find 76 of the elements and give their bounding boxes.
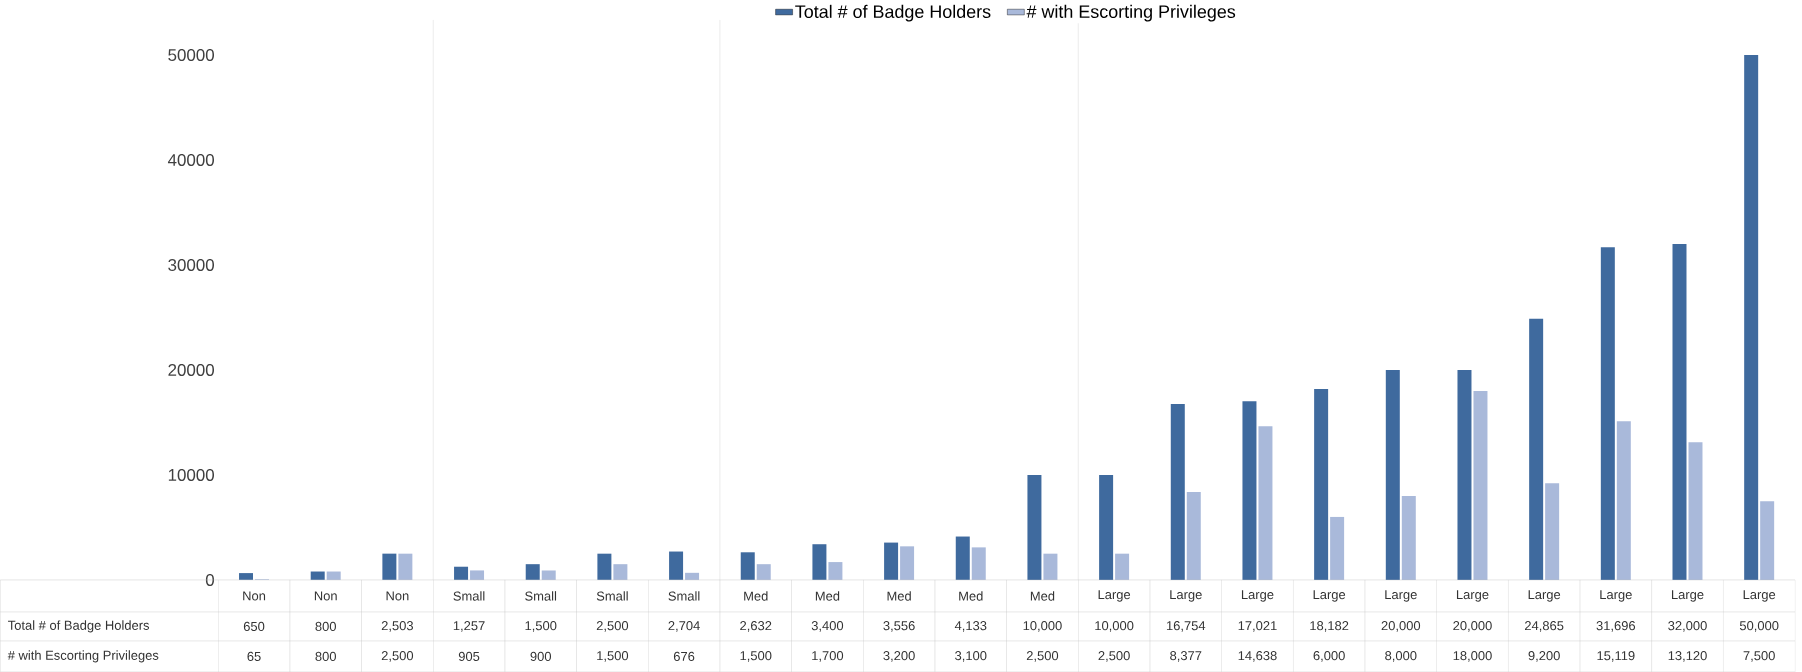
y-tick-label: 50000 <box>168 48 215 61</box>
data-label: 3,556 <box>883 621 915 632</box>
x-tick-label: Large <box>1671 590 1704 602</box>
x-tick-label: Large <box>1528 590 1561 602</box>
x-tick-label: Non <box>243 591 266 601</box>
text: Total # of Badge Holders <box>8 620 150 633</box>
legend-label: # with Escorting Privileges <box>1026 4 1236 22</box>
data-label: 50,000 <box>1739 621 1779 632</box>
data-label: 6,000 <box>1313 651 1345 662</box>
data-label: 800 <box>315 621 336 631</box>
data-label: 1,700 <box>812 651 844 662</box>
x-tick-label: Med <box>1030 591 1055 601</box>
data-label: 24,865 <box>1525 621 1564 632</box>
text: # with Escorting Privileges <box>7 650 159 663</box>
data-label: 1,500 <box>740 651 772 662</box>
data-label: 18,182 <box>1310 621 1349 632</box>
data-label: 3,100 <box>955 651 987 662</box>
data-label: 2,632 <box>740 621 772 632</box>
x-tick-label: Large <box>1313 590 1346 602</box>
data-label: 3,400 <box>811 621 844 632</box>
data-label: 18,000 <box>1453 651 1492 662</box>
x-tick-label: Large <box>1743 590 1776 602</box>
data-label: 15,119 <box>1597 651 1635 662</box>
x-tick-label: Large <box>1170 590 1202 602</box>
x-tick-label: Large <box>1098 590 1131 602</box>
x-tick-label: Non <box>314 591 337 601</box>
data-label: 905 <box>458 651 480 661</box>
x-tick-label: Med <box>744 591 768 601</box>
x-tick-label: Small <box>596 591 628 601</box>
legend-label: Total # of Badge Holders <box>795 4 991 22</box>
x-tick-label: Med <box>887 591 911 601</box>
x-tick-label: Large <box>1241 590 1274 602</box>
data-label: 7,500 <box>1743 651 1775 662</box>
data-label: 900 <box>530 651 552 661</box>
data-label: 10,000 <box>1023 621 1062 632</box>
x-tick-label: Large <box>1600 590 1632 602</box>
x-tick-label: Small <box>668 591 700 601</box>
data-label: 2,500 <box>1026 651 1059 662</box>
data-label: 2,500 <box>1098 651 1130 662</box>
data-label: 20,000 <box>1381 621 1421 632</box>
x-tick-label: Non <box>386 591 409 601</box>
x-tick-label: Med <box>959 591 983 601</box>
y-tick-label: 0 <box>205 573 215 586</box>
data-label: 650 <box>243 621 265 631</box>
data-label: 1,500 <box>525 621 557 632</box>
y-tick-label: 30000 <box>168 258 215 271</box>
data-label: 9,200 <box>1528 651 1560 662</box>
data-label: 3,200 <box>883 651 915 662</box>
data-label: 676 <box>673 651 695 661</box>
data-label: 2,704 <box>668 621 700 632</box>
data-label: 32,000 <box>1668 621 1707 632</box>
data-label: 4,133 <box>954 621 987 632</box>
data-label: 8,377 <box>1170 651 1202 662</box>
y-tick-label: 40000 <box>167 153 215 166</box>
x-tick-label: Med <box>815 591 840 601</box>
data-label: 8,000 <box>1385 651 1417 662</box>
data-label: 10,000 <box>1095 621 1134 632</box>
data-label: 16,754 <box>1166 621 1206 632</box>
data-label: 2,500 <box>596 621 629 632</box>
data-label: 31,696 <box>1596 621 1636 632</box>
x-tick-label: Small <box>525 591 557 601</box>
data-label: 14,638 <box>1238 651 1277 662</box>
data-label: 1,257 <box>453 621 485 632</box>
y-tick-label: 20000 <box>168 363 215 376</box>
data-label: 800 <box>315 651 336 661</box>
data-label: 2,503 <box>381 621 414 632</box>
data-label: 20,000 <box>1453 621 1492 632</box>
data-label: 2,500 <box>381 651 414 662</box>
x-tick-label: Small <box>453 591 485 601</box>
data-label: 65 <box>247 651 261 661</box>
x-tick-label: Large <box>1456 590 1489 602</box>
x-tick-label: Large <box>1385 590 1417 602</box>
data-label: 17,021 <box>1238 621 1277 632</box>
y-tick-label: 10000 <box>168 468 215 481</box>
data-label: 1,500 <box>597 651 629 662</box>
data-label: 13,120 <box>1668 651 1707 662</box>
